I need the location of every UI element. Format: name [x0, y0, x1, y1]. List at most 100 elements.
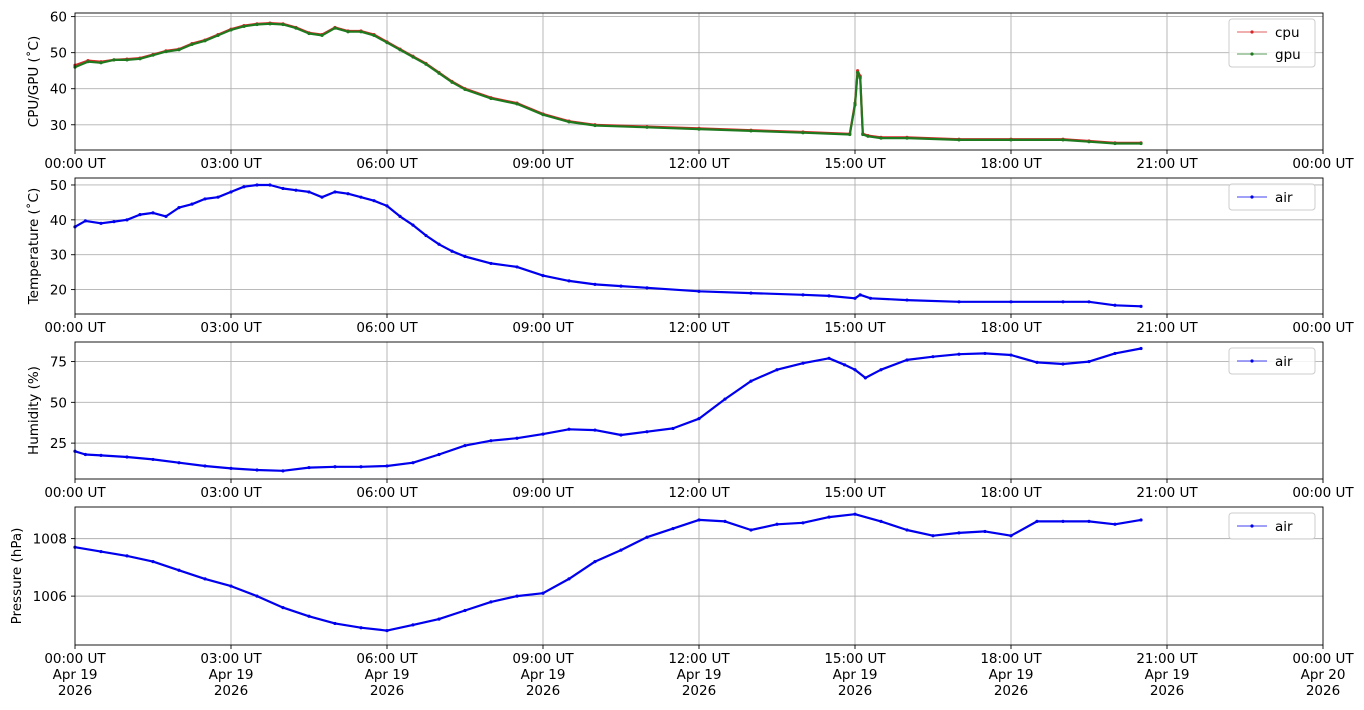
data-point [333, 621, 337, 626]
data-point [749, 291, 753, 295]
data-point [723, 519, 727, 523]
x-tick-label: 03:00 UT [200, 156, 262, 172]
data-point [463, 87, 467, 92]
data-point [294, 26, 298, 30]
x-tick-label: 03:00 UT [200, 651, 262, 667]
data-point [619, 433, 623, 437]
data-point [411, 55, 415, 59]
data-point [801, 131, 805, 135]
series-line-air [74, 513, 1142, 632]
data-point [190, 42, 194, 46]
data-point [1061, 362, 1065, 366]
x-tick-date: Apr 19 [209, 667, 254, 683]
legend-label-air: air [1275, 190, 1293, 206]
x-tick-label: 15:00 UT [824, 651, 886, 667]
series-line-air [74, 347, 1142, 472]
data-point [281, 22, 285, 27]
data-point [385, 464, 389, 468]
data-point [541, 432, 545, 436]
data-point [411, 223, 415, 227]
data-point [424, 233, 428, 238]
y-tick-label: 40 [50, 213, 67, 229]
legend-label-gpu: gpu [1275, 47, 1301, 63]
data-point [320, 195, 324, 199]
data-point [411, 461, 415, 465]
data-point [861, 132, 865, 137]
x-tick-year: 2026 [1306, 683, 1340, 699]
data-point [203, 197, 207, 201]
plot-frame [74, 506, 1324, 646]
data-point [697, 127, 701, 131]
legend: cpu gpu [1228, 18, 1316, 68]
data-point [346, 192, 350, 196]
legend-label-cpu: cpu [1275, 25, 1300, 41]
data-point [463, 443, 467, 448]
data-point [489, 439, 493, 443]
data-point [216, 195, 220, 199]
x-tick-label: 06:00 UT [356, 485, 418, 501]
data-point [515, 436, 519, 440]
x-tick-year: 2026 [682, 683, 716, 699]
data-point [749, 379, 753, 383]
data-point [1139, 518, 1143, 522]
data-point [229, 584, 233, 588]
data-point [856, 70, 860, 75]
x-tick-label: 00:00 UT [44, 320, 106, 336]
data-point [858, 76, 862, 80]
data-point [1009, 353, 1013, 357]
legend-marker [1250, 524, 1254, 528]
data-point [541, 591, 545, 595]
legend-marker [1250, 30, 1254, 34]
data-point [411, 623, 415, 627]
data-point [863, 376, 868, 380]
data-point [593, 560, 597, 564]
data-point [879, 368, 883, 372]
data-point [567, 577, 571, 581]
data-point [1087, 359, 1091, 364]
data-point [177, 206, 181, 210]
data-point [869, 296, 873, 300]
x-tick-year: 2026 [214, 683, 248, 699]
data-point [437, 617, 441, 621]
data-point [99, 61, 103, 65]
x-tick-label: 18:00 UT [980, 485, 1042, 501]
legend-marker [1250, 52, 1254, 56]
x-tick-label: 18:00 UT [980, 156, 1042, 172]
x-tick-label: 21:00 UT [1136, 651, 1198, 667]
data-point [1113, 522, 1117, 526]
data-point [125, 218, 129, 222]
y-tick-label: 40 [50, 82, 67, 98]
data-point [931, 355, 935, 359]
data-point [843, 363, 847, 367]
data-point [489, 96, 493, 101]
data-point [424, 62, 428, 66]
x-tick-label: 12:00 UT [668, 485, 730, 501]
data-point [1139, 346, 1143, 351]
data-point [346, 30, 350, 34]
data-point [801, 521, 805, 525]
data-point [307, 465, 311, 470]
legend-frame [1228, 347, 1316, 375]
x-tick-date: Apr 19 [365, 667, 410, 683]
x-tick-date: Apr 19 [833, 667, 878, 683]
y-tick-label: 50 [50, 46, 67, 62]
data-point [229, 28, 233, 32]
data-point [723, 397, 727, 401]
data-point [268, 22, 272, 26]
data-point [203, 464, 207, 468]
data-point [463, 254, 467, 259]
data-point [645, 125, 649, 129]
data-point [151, 211, 155, 215]
panel-2: 00:00 UT 03:00 UT 06:00 UT 09:00 UT 12:00 UT… [25, 177, 1354, 336]
data-point [593, 123, 597, 128]
plot-frame [74, 341, 1324, 480]
data-point [372, 199, 376, 203]
data-point [359, 195, 363, 199]
x-tick-label: 06:00 UT [356, 320, 418, 336]
data-point [164, 214, 168, 218]
x-tick-label: 06:00 UT [356, 651, 418, 667]
x-tick-label: 00:00 UT [1292, 320, 1354, 336]
data-point [294, 188, 298, 192]
x-tick-year: 2026 [1150, 683, 1184, 699]
legend-frame [1228, 183, 1316, 211]
